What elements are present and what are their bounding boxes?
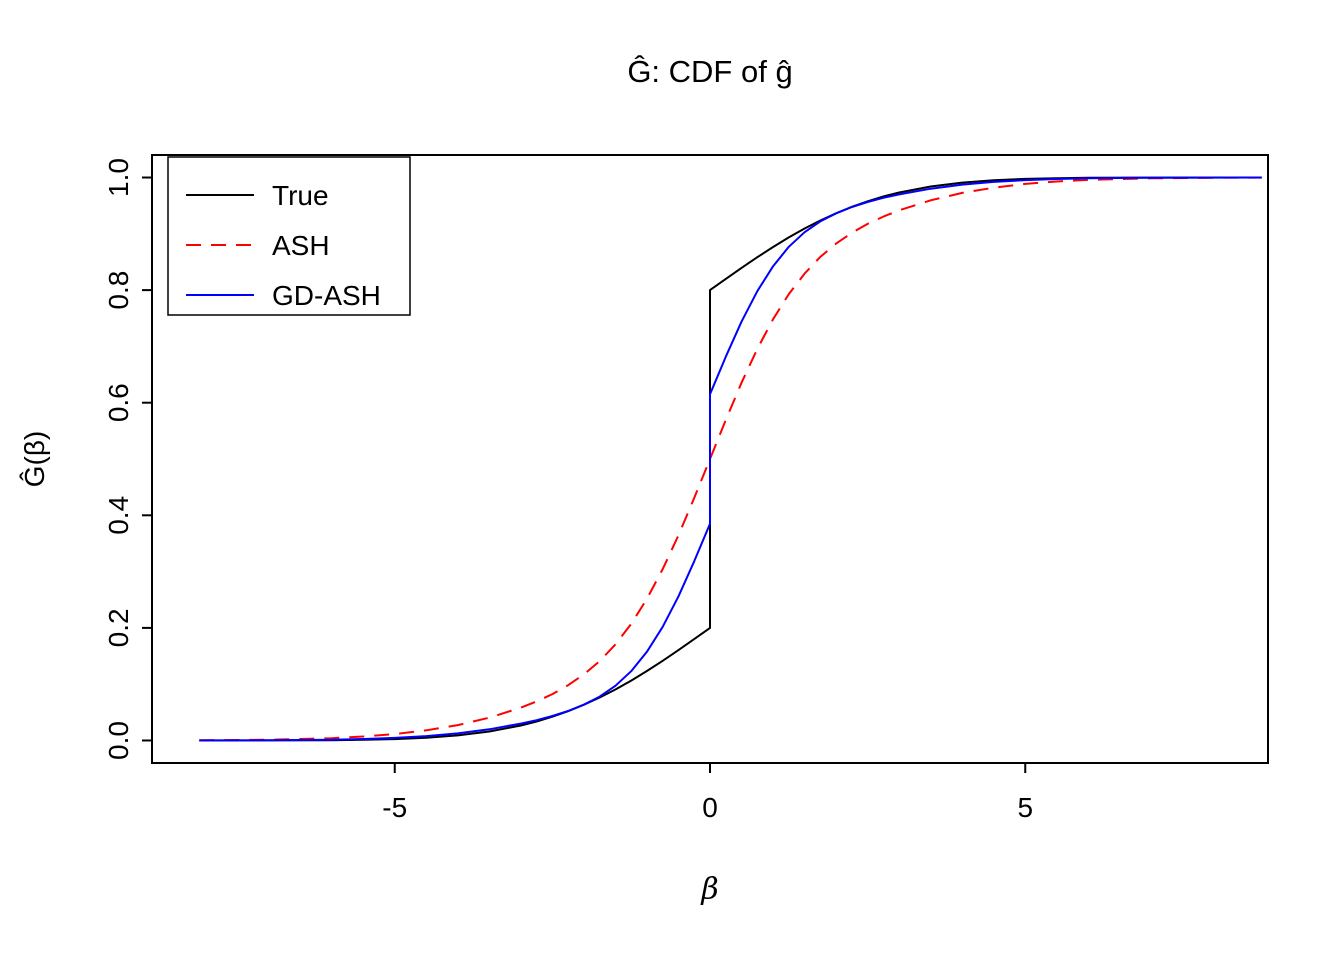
y-axis-label: Ĝ(β) [19, 431, 50, 488]
y-tick-label: 0.8 [103, 271, 134, 310]
x-tick-label: 5 [1017, 792, 1033, 823]
chart-title: Ĝ: CDF of ĝ [627, 54, 792, 89]
chart-layer: -5 0 5 0.0 0.2 0.4 0.6 0.8 1.0 True ASH GD-ASH [103, 154, 1269, 823]
series-line-gd-ash [199, 176, 1262, 742]
series-line-true [199, 176, 1262, 742]
legend-label-true: True [272, 180, 329, 211]
y-tick-label: 0.0 [103, 721, 134, 760]
y-tick-label: 0.2 [103, 608, 134, 647]
x-axis-label: β [700, 872, 718, 907]
legend-box [167, 156, 411, 316]
x-tick-label: -5 [382, 792, 407, 823]
legend-label-gd-ash: GD-ASH [272, 280, 381, 311]
y-tick-label: 1.0 [103, 158, 134, 197]
legend-label-ash: ASH [272, 230, 330, 261]
y-tick-label: 0.4 [103, 496, 134, 535]
series-line-ash [199, 176, 1262, 742]
x-tick-label: 0 [702, 792, 718, 823]
y-tick-label: 0.6 [103, 383, 134, 422]
